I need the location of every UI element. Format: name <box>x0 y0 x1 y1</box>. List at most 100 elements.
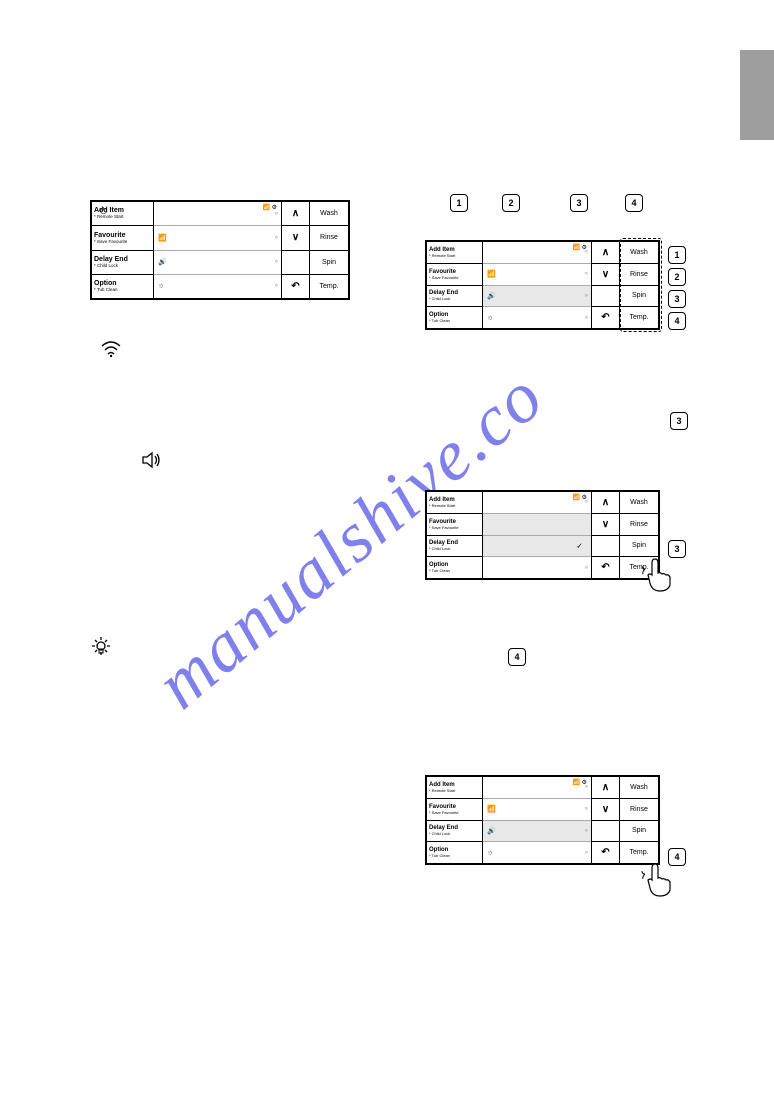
favourite-label: Favourite <box>94 232 151 239</box>
favourite-button[interactable]: Favourite* Save Favourite <box>427 514 482 536</box>
callout-3-standalone: 3 <box>670 412 688 430</box>
option-button[interactable]: Option* Tub Clean <box>427 842 482 863</box>
callout-4-side: 4 <box>668 312 686 330</box>
rinse-button[interactable]: Rinse <box>310 226 348 250</box>
wash-button[interactable]: Wash <box>620 492 658 514</box>
temp-button[interactable]: Temp. <box>310 275 348 298</box>
delay-end-button[interactable]: Delay End* Child Lock <box>427 821 482 843</box>
check-icon: ✓ <box>576 541 583 550</box>
control-panel-step4: Add Item* Remote Start Favourite* Save F… <box>425 775 660 865</box>
display-area: 📶 ⚙ » 📶» 🔊» ☼» <box>483 777 592 863</box>
display-row: » <box>483 242 591 264</box>
panel-left-column: Add Item* Remote Start Favourite* Save F… <box>427 492 483 578</box>
wifi-icon: 📶 <box>158 234 167 242</box>
delay-end-button[interactable]: Delay End* Child Lock <box>427 536 482 558</box>
panel-left-column: Add Item* Remote Start Favourite* Save F… <box>427 777 483 863</box>
wash-button[interactable]: Wash <box>620 777 658 799</box>
nav-empty <box>592 821 619 843</box>
add-item-button[interactable]: Add Item* Remote Start <box>427 492 482 514</box>
display-row: » <box>483 557 591 578</box>
sound-icon: 🔊 <box>158 258 167 266</box>
display-row-checked: ✓ <box>483 536 591 558</box>
display-row: 📶» <box>483 799 591 821</box>
spin-button[interactable]: Spin <box>620 536 658 558</box>
display-row: » <box>483 777 591 799</box>
up-button[interactable]: ∧ <box>592 777 619 799</box>
delay-end-button[interactable]: Delay End * Child Lock <box>92 251 153 275</box>
back-button[interactable]: ↶ <box>592 557 619 578</box>
panel-left-column: Add Item* Remote Start Favourite* Save F… <box>427 242 483 328</box>
display-row-highlighted: 🔊» <box>483 821 591 843</box>
rinse-button[interactable]: Rinse <box>620 514 658 536</box>
delay-end-label: Delay End <box>94 256 151 263</box>
rinse-button[interactable]: Rinse <box>620 264 658 286</box>
display-row-highlighted: 🔊» <box>483 286 591 308</box>
callout-3-side: 3 <box>668 290 686 308</box>
option-button[interactable]: Option* Tub Clean <box>427 557 482 578</box>
wash-button[interactable]: Wash <box>620 242 658 264</box>
nav-empty <box>282 251 309 275</box>
down-button[interactable]: ∨ <box>282 226 309 250</box>
cycle-column: Wash Rinse Spin Temp. <box>310 202 348 298</box>
nav-empty <box>592 536 619 558</box>
option-button[interactable]: Option * Tub Clean <box>92 275 153 298</box>
favourite-button[interactable]: Favourite * Save Favourite <box>92 226 153 250</box>
control-panel-step1: Add Item* Remote Start Favourite* Save F… <box>425 240 660 330</box>
callout-1-top: 1 <box>450 194 468 212</box>
back-button[interactable]: ↶ <box>282 275 309 298</box>
display-area: 📶 ⚙ » 📶» 🔊» ☼» <box>154 202 282 298</box>
callout-2-top: 2 <box>502 194 520 212</box>
option-button[interactable]: Option* Tub Clean <box>427 307 482 328</box>
favourite-button[interactable]: Favourite* Save Favourite <box>427 799 482 821</box>
chevron-icon: » <box>275 283 277 289</box>
back-button[interactable]: ↶ <box>592 307 619 328</box>
add-item-button[interactable]: Add Item* Remote Start <box>427 777 482 799</box>
nav-column: ∧ ∨ ↶ <box>592 492 620 578</box>
callout-3-top: 3 <box>570 194 588 212</box>
up-button[interactable]: ∧ <box>282 202 309 226</box>
spin-button[interactable]: Spin <box>620 821 658 843</box>
page-tab <box>740 50 774 140</box>
chevron-icon: » <box>275 235 277 241</box>
display-area: 📶 ⚙ » 📶» 🔊» ☼» <box>483 242 592 328</box>
control-panel-step3: Add Item* Remote Start Favourite* Save F… <box>425 490 660 580</box>
callout-1-side: 1 <box>668 246 686 264</box>
bulb-icon: ☼ <box>158 283 164 290</box>
nav-column: ∧ ∨ ↶ <box>592 242 620 328</box>
nav-column: ∧ ∨ ↶ <box>592 777 620 863</box>
down-button[interactable]: ∨ <box>592 264 619 286</box>
add-item-button[interactable]: Add Item* Remote Start <box>427 242 482 264</box>
finger-pointer-icon <box>640 555 680 595</box>
callout-4-top: 4 <box>625 194 643 212</box>
display-row: » <box>483 492 591 514</box>
down-button[interactable]: ∨ <box>592 799 619 821</box>
option-sub: * Tub Clean <box>94 288 151 293</box>
delay-end-button[interactable]: Delay End* Child Lock <box>427 286 482 308</box>
chevron-icon: » <box>275 259 277 265</box>
chevron-icon: » <box>275 211 277 217</box>
display-row: ☼» <box>483 307 591 328</box>
back-button[interactable]: ↶ <box>592 842 619 863</box>
rinse-button[interactable]: Rinse <box>620 799 658 821</box>
down-button[interactable]: ∨ <box>592 514 619 536</box>
option-label: Option <box>94 280 151 287</box>
spin-button[interactable]: Spin <box>310 251 348 275</box>
bulb-section-icon <box>90 635 112 663</box>
callout-2-side: 2 <box>668 268 686 286</box>
control-panel-main: ⏻ Add Item * Remote Start Favourite * Sa… <box>90 200 350 300</box>
cycle-column: Wash Rinse Spin Temp. <box>620 242 658 328</box>
cycle-column: Wash Rinse Spin Temp. <box>620 777 658 863</box>
spin-button[interactable]: Spin <box>620 286 658 308</box>
temp-button[interactable]: Temp. <box>620 307 658 328</box>
nav-column: ∧ ∨ ↶ <box>282 202 310 298</box>
display-row-highlighted <box>483 514 591 536</box>
wash-button[interactable]: Wash <box>310 202 348 226</box>
favourite-button[interactable]: Favourite* Save Favourite <box>427 264 482 286</box>
up-button[interactable]: ∧ <box>592 492 619 514</box>
up-button[interactable]: ∧ <box>592 242 619 264</box>
display-row: ☼» <box>483 842 591 863</box>
delay-end-sub: * Child Lock <box>94 264 151 269</box>
display-row: 📶» <box>483 264 591 286</box>
display-area: 📶 ⚙ » ✓ » <box>483 492 592 578</box>
wifi-section-icon <box>100 340 122 364</box>
